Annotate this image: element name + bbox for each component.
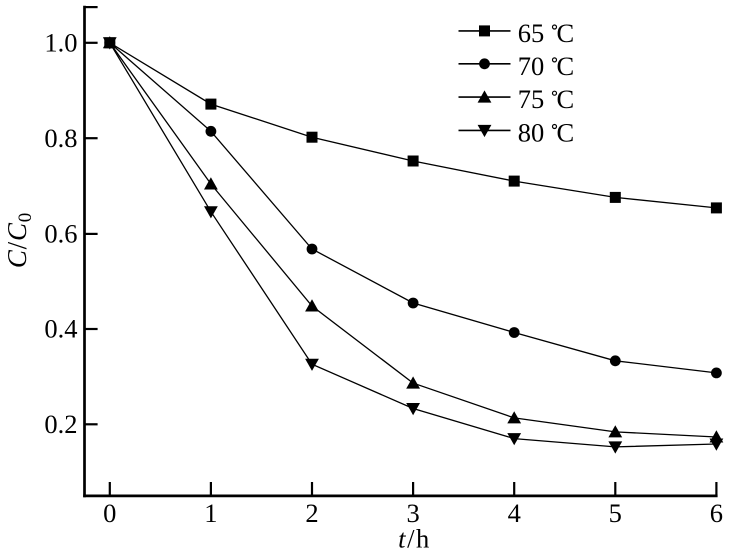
svg-text:75: 75 [518,84,545,114]
svg-text:5: 5 [609,498,622,528]
svg-text:0.6: 0.6 [44,219,77,249]
svg-text:80: 80 [518,117,545,147]
svg-text:0.4: 0.4 [44,314,77,344]
svg-text:C: C [557,84,575,114]
svg-text:3: 3 [406,498,419,528]
svg-text:1.0: 1.0 [44,27,77,57]
svg-text:0.8: 0.8 [44,123,77,153]
svg-text:6: 6 [710,498,723,528]
svg-text:C: C [557,18,575,48]
svg-text:2: 2 [305,498,318,528]
svg-text:65: 65 [518,18,545,48]
svg-text:t/h: t/h [398,524,431,554]
svg-text:C/C0: C/C0 [2,212,36,268]
svg-text:1: 1 [204,498,217,528]
svg-text:0: 0 [103,498,116,528]
svg-text:70: 70 [518,51,545,81]
svg-text:0.2: 0.2 [44,409,77,439]
svg-text:C: C [557,51,575,81]
svg-text:C: C [557,117,575,147]
svg-text:4: 4 [508,498,521,528]
